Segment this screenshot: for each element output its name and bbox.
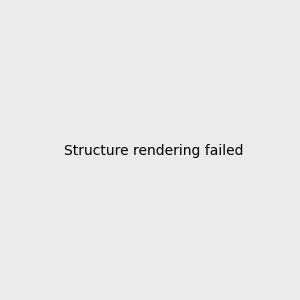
Text: Structure rendering failed: Structure rendering failed: [64, 145, 244, 158]
